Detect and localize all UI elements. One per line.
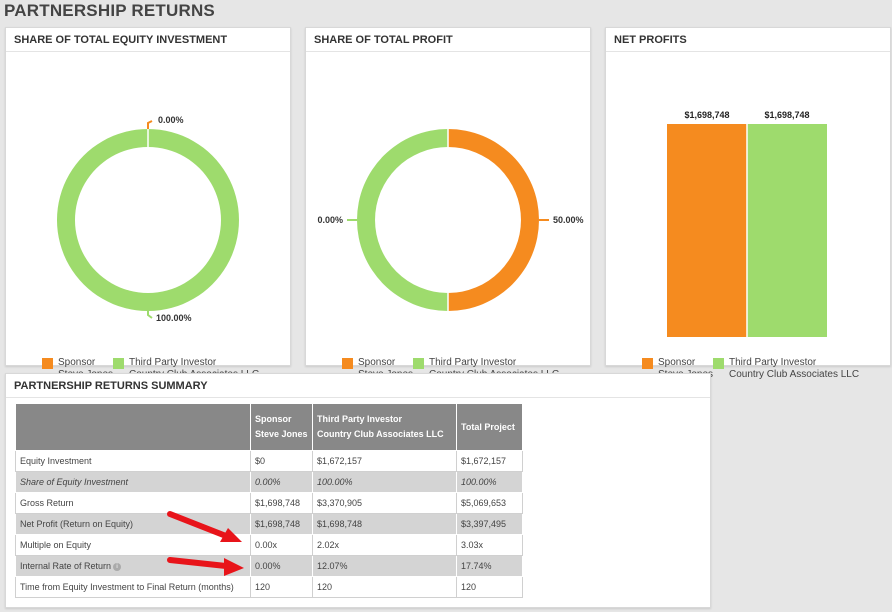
info-icon[interactable]: i	[113, 562, 122, 571]
label-connector	[147, 311, 153, 319]
donut-slice	[448, 129, 539, 311]
table-cell: $1,698,748	[250, 492, 313, 514]
table-cell: $5,069,653	[456, 492, 523, 514]
donut-slice	[357, 129, 448, 311]
header-total: Total Project	[456, 403, 523, 451]
row-label-text: Internal Rate of Return	[20, 561, 112, 571]
legend-sponsor-line1: Sponsor	[58, 357, 96, 368]
data-label-investor: 0.00%	[317, 215, 343, 225]
header-sponsor-text: Sponsor Steve Jones	[255, 414, 308, 439]
table-cell: 120	[312, 576, 457, 598]
table-cell: $1,672,157	[456, 450, 523, 472]
header-investor: Third Party Investor Country Club Associ…	[312, 403, 457, 451]
profit-share-panel: SHARE OF TOTAL PROFIT 50.00% 0.00% Sponso…	[305, 27, 591, 380]
profit-share-title: SHARE OF TOTAL PROFIT	[306, 28, 590, 52]
row-label-text: Share of Equity Investment	[20, 477, 129, 487]
table-cell: $3,397,495	[456, 513, 523, 535]
table-row: Time from Equity Investment to Final Ret…	[15, 576, 523, 598]
table-cell: $1,698,748	[312, 513, 457, 535]
bar-value-label: $1,698,748	[764, 110, 809, 120]
table-row: Equity Investment $0 $1,672,157 $1,672,157	[15, 450, 523, 472]
summary-table: Sponsor Steve Jones Third Party Investor…	[15, 403, 523, 598]
data-label-sponsor: 0.00%	[158, 115, 184, 125]
row-label-text: Net Profit (Return on Equity)	[20, 519, 134, 529]
profit-donut-chart: 50.00% 0.00%	[317, 129, 584, 311]
data-label-sponsor: 50.00%	[553, 215, 584, 225]
data-label-investor: 100.00%	[156, 313, 192, 323]
row-label: Equity Investment	[15, 450, 251, 472]
legend-investor-line2: Country Club Associates LLC	[729, 369, 860, 380]
table-cell: 0.00x	[250, 534, 313, 556]
summary-header-row: Sponsor Steve Jones Third Party Investor…	[15, 403, 523, 451]
header-blank	[15, 403, 251, 451]
table-cell: $0	[250, 450, 313, 472]
table-cell: $1,672,157	[312, 450, 457, 472]
table-cell: 17.74%	[456, 555, 523, 577]
legend-investor-line1: Third Party Investor	[729, 357, 817, 368]
table-row: Multiple on Equity 0.00x 2.02x 3.03x	[15, 534, 523, 556]
summary-title: PARTNERSHIP RETURNS SUMMARY	[6, 374, 710, 398]
row-label: Share of Equity Investment	[15, 471, 251, 493]
net-profits-title: NET PROFITS	[606, 28, 890, 52]
net-profits-bar-chart: $1,698,748 $1,698,748	[667, 110, 827, 337]
bar	[747, 124, 827, 337]
table-row: Internal Rate of Return i 0.00% 12.07% 17.74…	[15, 555, 523, 577]
table-row: Share of Equity Investment 0.00% 100.00% 10…	[15, 471, 523, 493]
table-row: Net Profit (Return on Equity) $1,698,748 $…	[15, 513, 523, 535]
legend-investor-line1: Third Party Investor	[429, 357, 517, 368]
equity-share-title: SHARE OF TOTAL EQUITY INVESTMENT	[6, 28, 290, 52]
page-title: PARTNERSHIP RETURNS	[4, 1, 215, 20]
table-cell: $3,370,905	[312, 492, 457, 514]
net-profits-panel: NET PROFITS $1,698,748 $1,698,748 Sponsor…	[605, 27, 891, 380]
legend-investor-line1: Third Party Investor	[129, 357, 217, 368]
sponsor-swatch	[642, 358, 653, 369]
table-cell: 120	[250, 576, 313, 598]
bar-value-label: $1,698,748	[684, 110, 729, 120]
table-cell: 100.00%	[456, 471, 523, 493]
label-connector	[147, 120, 153, 129]
table-cell: 12.07%	[312, 555, 457, 577]
sponsor-swatch	[42, 358, 53, 369]
legend-sponsor-line1: Sponsor	[358, 357, 396, 368]
row-label-text: Multiple on Equity	[20, 540, 92, 550]
equity-donut-chart: 0.00% 100.00%	[56, 115, 239, 323]
row-label-text: Equity Investment	[20, 456, 92, 466]
table-cell: 100.00%	[312, 471, 457, 493]
table-row: Gross Return $1,698,748 $3,370,905 $5,069,6…	[15, 492, 523, 514]
summary-panel: PARTNERSHIP RETURNS SUMMARY Sponsor Stev…	[5, 373, 711, 608]
red-arrow-irr	[167, 557, 244, 576]
investor-swatch	[113, 358, 124, 369]
row-label: Net Profit (Return on Equity)	[15, 513, 251, 535]
table-cell: 2.02x	[312, 534, 457, 556]
table-cell: $1,698,748	[250, 513, 313, 535]
donut-slice	[56, 129, 239, 311]
investor-swatch	[413, 358, 424, 369]
investor-swatch	[713, 358, 724, 369]
table-cell: 120	[456, 576, 523, 598]
sponsor-swatch	[342, 358, 353, 369]
row-label-text: Time from Equity Investment to Final Ret…	[20, 582, 234, 592]
table-cell: 0.00%	[250, 471, 313, 493]
table-cell: 0.00%	[250, 555, 313, 577]
red-arrow-multiple	[167, 511, 242, 542]
header-sponsor: Sponsor Steve Jones	[250, 403, 313, 451]
bar	[667, 124, 747, 337]
table-cell: 3.03x	[456, 534, 523, 556]
row-label: Time from Equity Investment to Final Ret…	[15, 576, 251, 598]
header-investor-text: Third Party Investor Country Club Associ…	[317, 414, 444, 439]
header-total-text: Total Project	[461, 421, 515, 432]
row-label-text: Gross Return	[20, 498, 74, 508]
legend-sponsor-line1: Sponsor	[658, 357, 696, 368]
equity-share-panel: SHARE OF TOTAL EQUITY INVESTMENT 0.00% 10…	[5, 27, 291, 380]
